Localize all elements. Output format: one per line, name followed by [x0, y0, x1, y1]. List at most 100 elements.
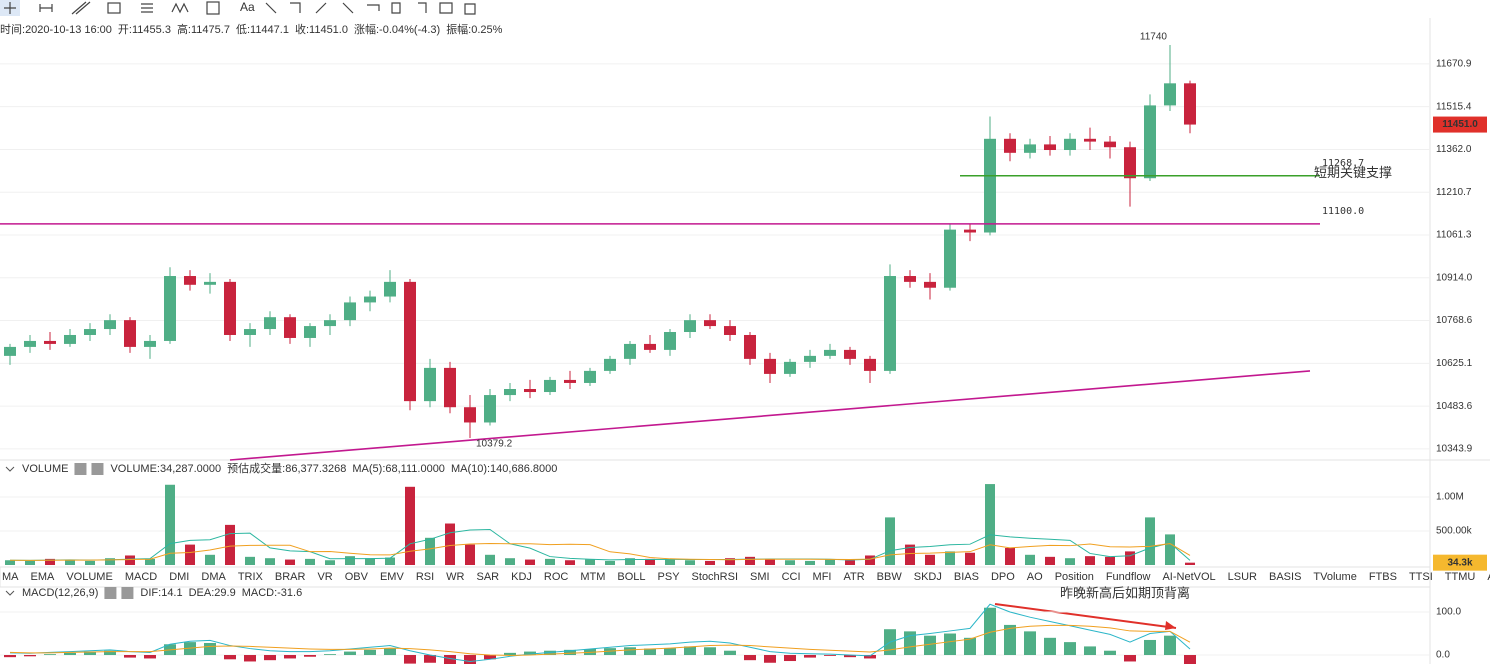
line-label: 11100.0 [1322, 206, 1364, 217]
indicator-tab[interactable]: EMV [380, 571, 405, 583]
macd-bar [124, 655, 136, 658]
indicator-tab[interactable]: BBW [877, 571, 903, 583]
volume-bar [245, 556, 255, 565]
panel-header: VOLUME [22, 463, 68, 475]
indicator-tab[interactable]: AI-NetVOL [1162, 571, 1215, 583]
divergence-arrow [994, 603, 1177, 629]
panel-header: MACD:-31.6 [242, 587, 303, 599]
y-tick-label: 10343.9 [1436, 444, 1473, 455]
macd-bar [904, 631, 916, 656]
tool-rect[interactable] [107, 2, 121, 14]
volume-bar [625, 558, 635, 565]
candle-body [944, 229, 956, 288]
close-icon[interactable] [121, 587, 134, 599]
tool-fib[interactable] [141, 3, 153, 13]
candle-body [764, 358, 776, 374]
indicator-tab[interactable]: BOLL [617, 571, 645, 583]
candle-body [444, 367, 456, 408]
candle-body [184, 276, 196, 285]
y-tick-label: 11670.9 [1436, 59, 1472, 70]
indicator-tab[interactable]: LSUR [1228, 571, 1257, 583]
y-tick-label: 100.0 [1436, 607, 1461, 618]
settings-icon[interactable] [104, 587, 117, 599]
indicator-tab[interactable]: VR [317, 571, 332, 583]
indicator-tab[interactable]: FTBS [1369, 571, 1397, 583]
volume-bar [1125, 551, 1135, 565]
indicator-tab[interactable]: SAR [476, 571, 499, 583]
volume-bar [185, 544, 195, 565]
indicator-tab[interactable]: Position [1055, 571, 1094, 583]
macd-bar [864, 655, 876, 659]
macd-bar [704, 647, 716, 656]
indicator-tab[interactable]: TVolume [1313, 571, 1356, 583]
volume-bar [745, 556, 755, 565]
tool-lines[interactable] [71, 1, 91, 15]
indicator-tab[interactable]: TTSI [1409, 571, 1433, 583]
volume-bar [25, 560, 35, 565]
candle-body [344, 302, 356, 321]
tool-text[interactable]: Aa [240, 0, 255, 14]
indicator-tab[interactable]: AO [1027, 571, 1043, 583]
tool-icons[interactable] [265, 2, 476, 15]
info-value: 11455.3 [132, 24, 171, 36]
indicator-tab[interactable]: DMI [169, 571, 189, 583]
close-icon[interactable] [91, 463, 104, 475]
indicator-tab[interactable]: RSI [416, 571, 434, 583]
settings-icon[interactable] [74, 463, 87, 475]
volume-bar [205, 554, 215, 565]
indicator-tab[interactable]: WR [446, 571, 464, 583]
last-volume-tag [1433, 554, 1487, 571]
indicator-tab[interactable]: TTMU [1445, 571, 1476, 583]
candle-body [844, 349, 856, 359]
indicator-tab[interactable]: VOLUME [66, 571, 112, 583]
indicator-tab[interactable]: ROC [544, 571, 569, 583]
indicator-tab[interactable]: BASIS [1269, 571, 1301, 583]
tool-wave[interactable] [171, 2, 189, 14]
indicator-tab[interactable]: PSY [658, 571, 681, 583]
candle-body [884, 276, 896, 371]
volume-bar [485, 554, 495, 565]
indicator-tab[interactable]: OBV [345, 571, 369, 583]
indicator-tab[interactable]: SKDJ [914, 571, 942, 583]
indicator-tab[interactable]: StochRSI [692, 571, 738, 583]
indicator-tab[interactable]: Fundflow [1106, 571, 1151, 583]
indicator-tab[interactable]: MACD [125, 571, 157, 583]
indicator-tab[interactable]: CCI [782, 571, 801, 583]
indicator-tab[interactable]: DMA [201, 571, 226, 583]
indicator-tab[interactable]: KDJ [511, 571, 532, 583]
indicator-bar [0, 566, 1431, 588]
indicator-tab[interactable]: AI-BSI [1487, 571, 1490, 583]
volume-bar [825, 559, 835, 565]
indicator-tab[interactable]: EMA [31, 571, 56, 583]
indicator-tab[interactable]: DPO [991, 571, 1015, 583]
y-tick-label: 11515.4 [1436, 101, 1472, 112]
info-value: 11447.1 [250, 24, 289, 36]
candle-body [1064, 138, 1076, 151]
info-value: 11451.0 [309, 24, 348, 36]
candle-body [624, 343, 636, 359]
volume-bar [965, 552, 975, 565]
indicator-tab[interactable]: MFI [813, 571, 832, 583]
candle-body [724, 326, 736, 335]
indicator-line [9, 624, 1191, 656]
indicator-tab[interactable]: TRIX [238, 571, 264, 583]
macd-bar [964, 637, 976, 656]
indicator-tab[interactable]: SMI [750, 571, 770, 583]
macd-bar [824, 655, 836, 656]
tool-hline[interactable] [39, 4, 53, 12]
indicator-tab[interactable]: MTM [580, 571, 605, 583]
macd-bar [404, 655, 416, 664]
indicator-tab[interactable]: BIAS [954, 571, 979, 583]
info-value: 11475.7 [191, 24, 230, 36]
tool-crosshair[interactable] [4, 2, 16, 14]
macd-bar [1044, 637, 1056, 656]
macd-bar [984, 607, 996, 656]
info-label: 涨幅: [354, 23, 379, 36]
indicator-tab[interactable]: ATR [843, 571, 864, 583]
indicator-tab[interactable]: BRAR [275, 571, 306, 583]
y-tick-label: 11362.0 [1436, 144, 1472, 155]
macd-bar [764, 655, 776, 663]
indicator-tab[interactable]: MA [2, 571, 19, 583]
tool-measure[interactable] [206, 1, 220, 15]
volume-bar [345, 556, 355, 565]
